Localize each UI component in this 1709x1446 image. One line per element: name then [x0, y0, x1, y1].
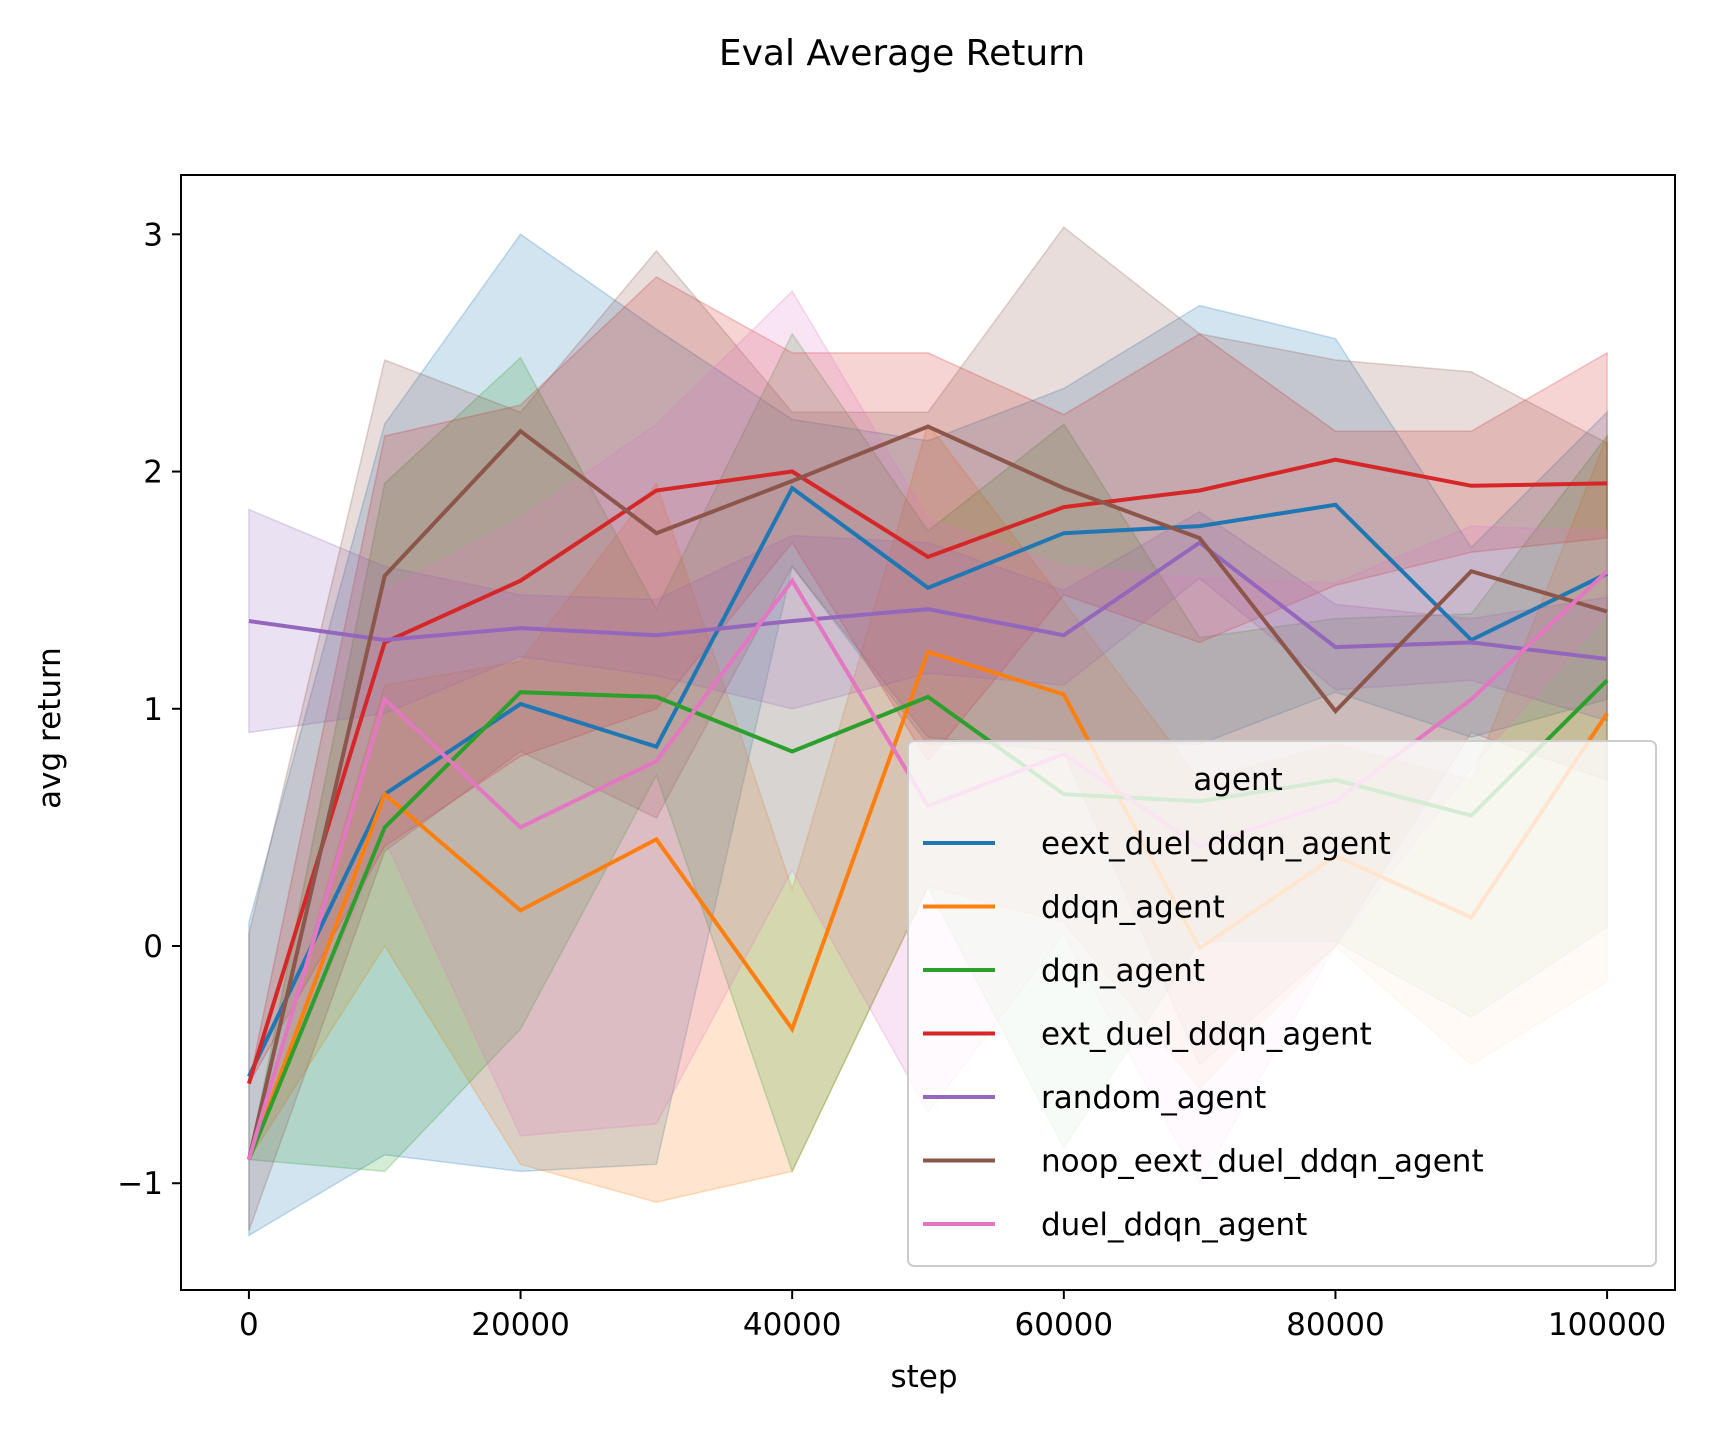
legend-label-6: duel_ddqn_agent — [1041, 1207, 1307, 1243]
y-axis-label: avg return — [32, 647, 68, 809]
axes: 0 20000 40000 60000 80000 100000 −1 0 1 2 3 — [117, 174, 1676, 1343]
plot-frame — [180, 174, 1676, 1291]
x-axis-label: step — [890, 1359, 957, 1395]
legend-label-4: random_agent — [1041, 1080, 1266, 1116]
y-tick-label-2: 1 — [143, 692, 163, 728]
legend-label-2: dqn_agent — [1041, 953, 1205, 989]
legend-label-3: ext_duel_ddqn_agent — [1041, 1017, 1372, 1053]
series-line-3 — [246, 457, 1608, 1085]
x-tick-label-5: 100000 — [1548, 1307, 1666, 1343]
x-tick-label-1: 20000 — [471, 1307, 570, 1343]
series-line-5 — [246, 424, 1608, 1160]
legend-box — [907, 740, 1657, 1267]
x-tick-label-2: 40000 — [743, 1307, 842, 1343]
y-tick-label-3: 2 — [143, 455, 163, 491]
y-tick-label-0: −1 — [117, 1166, 163, 1202]
series-line-4 — [248, 540, 1608, 661]
legend-label-0: eext_duel_ddqn_agent — [1041, 826, 1391, 862]
chart-title: Eval Average Return — [719, 33, 1085, 74]
x-tick-label-0: 0 — [239, 1307, 259, 1343]
series-line-0 — [247, 485, 1608, 1078]
legend-label-1: ddqn_agent — [1041, 890, 1225, 926]
legend-label-5: noop_eext_duel_ddqn_agent — [1041, 1144, 1484, 1180]
legend: agent eext_duel_ddqn_agent ddqn_agent dqn_a… — [907, 740, 1657, 1267]
confidence-band-3 — [248, 276, 1608, 1084]
confidence-band-4 — [248, 508, 1608, 734]
y-tick-label-4: 3 — [143, 217, 163, 253]
y-tick-label-1: 0 — [143, 929, 163, 965]
x-tick-label-3: 60000 — [1015, 1307, 1114, 1343]
x-tick-label-4: 80000 — [1286, 1307, 1385, 1343]
legend-title: agent — [1193, 762, 1283, 798]
